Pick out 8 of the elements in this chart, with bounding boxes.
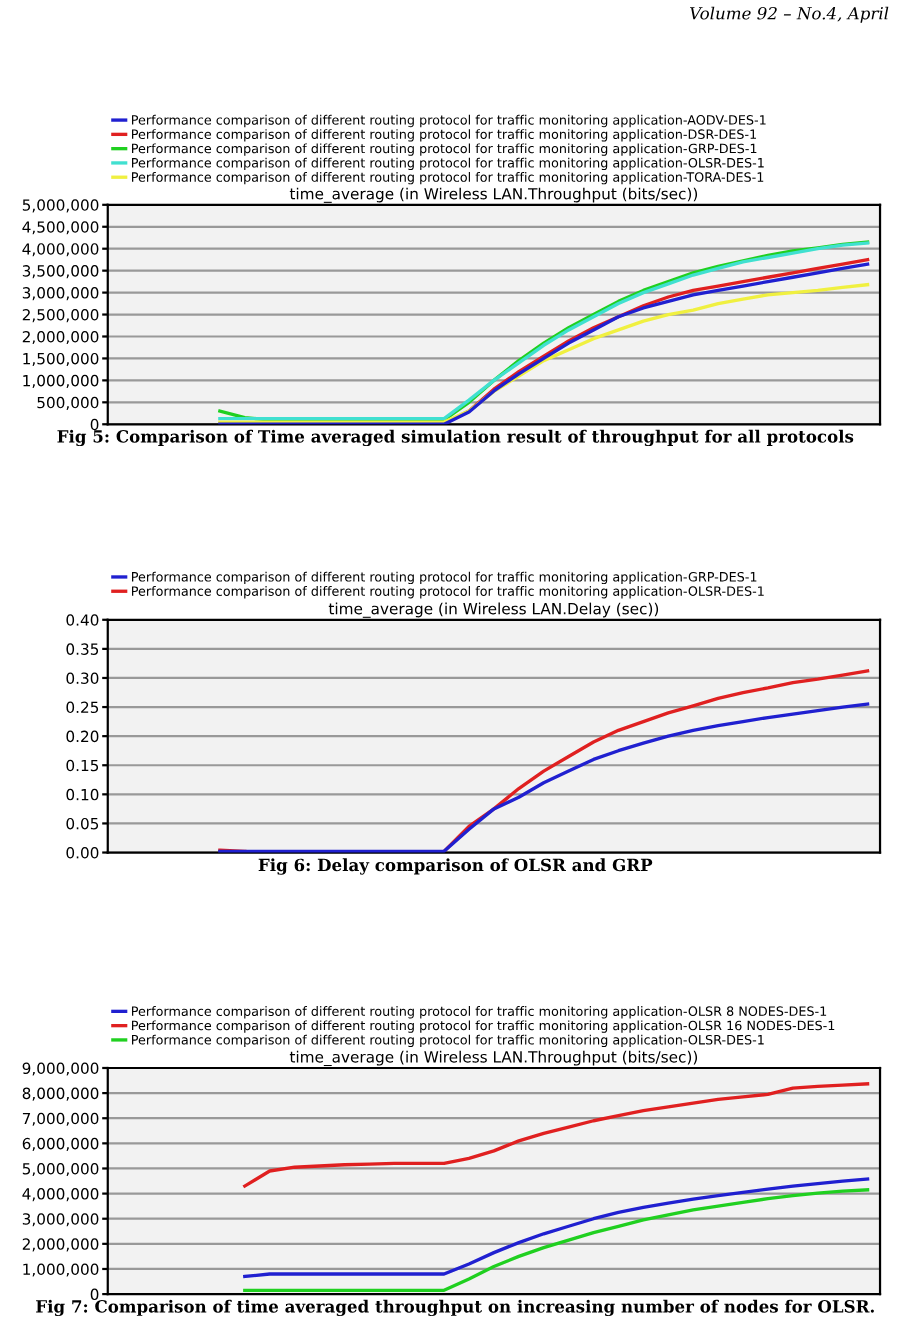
caption: Fig 6: Delay comparison of OLSR and GRP — [258, 858, 653, 875]
caption: Fig 5: Comparison of Time averaged simulation result of throughput for all protocols — [57, 429, 854, 447]
line-series — [243, 1177, 870, 1279]
text: Volume 92 – No.4, April — [690, 6, 889, 23]
caption: Fig 7: Comparison of time averaged throughput on increasing number of nodes for OLSR. — [36, 1299, 874, 1317]
line-series — [243, 1188, 870, 1292]
line-series — [218, 702, 870, 853]
line-series — [243, 1082, 870, 1188]
